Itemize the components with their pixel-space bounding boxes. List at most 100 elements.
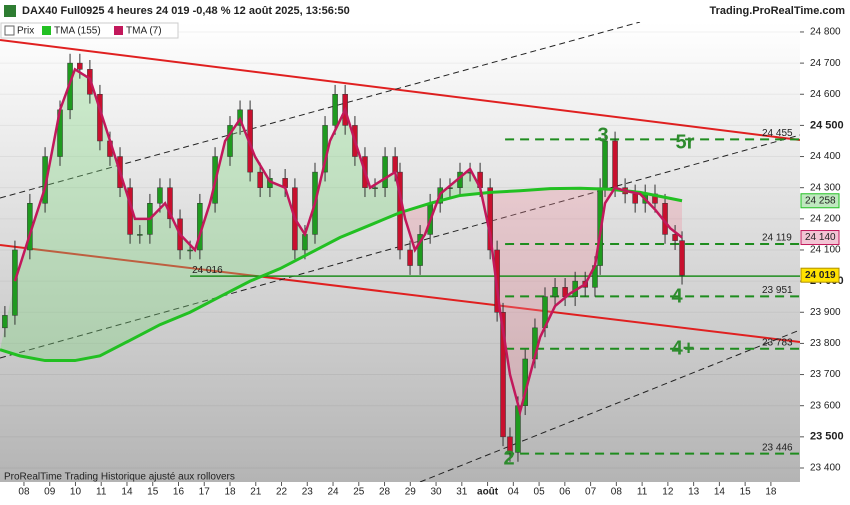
x-tick-label: 11 <box>96 487 107 498</box>
candle-body <box>157 187 163 204</box>
x-tick-label: 31 <box>456 487 468 498</box>
legend-swatch <box>42 26 51 35</box>
x-tick-label: 21 <box>250 487 262 498</box>
candle-body <box>12 249 18 316</box>
candle-body <box>552 287 558 297</box>
channel-line <box>0 22 641 199</box>
level-label: 23 783 <box>762 337 793 348</box>
level-label: 23 446 <box>762 442 793 453</box>
x-tick-label: 08 <box>611 487 623 498</box>
y-tick-label: 24 500 <box>810 119 844 131</box>
candle-body <box>332 94 338 126</box>
legend-swatch <box>114 26 123 35</box>
candle-body <box>167 187 173 220</box>
x-tick-label: 25 <box>353 487 365 498</box>
x-tick-label: août <box>477 487 499 498</box>
legend-swatch <box>4 25 15 36</box>
x-tick-label: 14 <box>121 487 133 498</box>
x-tick-label: 16 <box>173 487 185 498</box>
x-tick-label: 24 <box>327 487 339 498</box>
x-tick-label: 10 <box>70 487 82 498</box>
x-tick-label: 09 <box>44 487 56 498</box>
x-tick-label: 28 <box>379 487 391 498</box>
bottom-axis <box>0 482 850 500</box>
x-tick-label: 30 <box>430 487 442 498</box>
tma-line <box>0 186 683 363</box>
y-tick-label: 23 500 <box>810 431 844 443</box>
y-tick-label: 23 700 <box>810 369 841 380</box>
level-label: 24 119 <box>762 233 792 244</box>
legend-label: TMA (155) <box>54 26 101 37</box>
y-tick-label: 24 300 <box>810 182 841 193</box>
candle-body <box>679 240 685 276</box>
x-tick-label: 06 <box>559 487 571 498</box>
y-tick-label: 24 100 <box>810 245 841 256</box>
wave-annotation: 2 <box>503 447 514 469</box>
x-tick-label: 29 <box>405 487 417 498</box>
x-tick-label: 15 <box>147 487 159 498</box>
header-title: DAX40 Full0925 4 heures 24 019 -0,48 % 1… <box>22 5 350 17</box>
wave-annotation: 4 <box>671 285 683 307</box>
header-bar <box>0 0 850 22</box>
trend-line <box>0 244 800 343</box>
header-site[interactable]: Trading.ProRealTime.com <box>709 5 845 17</box>
y-tick-label: 24 200 <box>810 213 841 224</box>
last-value-label: 24 140 <box>805 232 836 243</box>
tma-line <box>13 67 683 417</box>
level-label: 24 016 <box>192 265 223 276</box>
y-tick-label: 24 700 <box>810 58 841 69</box>
candle-body <box>187 249 193 252</box>
x-tick-label: 11 <box>637 487 648 498</box>
y-tick-label: 24 400 <box>810 151 841 162</box>
last-price-box <box>800 267 840 283</box>
candle-body <box>257 171 263 188</box>
candle-body <box>507 436 513 453</box>
footer-note: ProRealTime Trading Historique ajusté au… <box>4 472 235 483</box>
y-tick-label: 23 800 <box>810 338 841 349</box>
y-tick-label: 24 800 <box>810 27 841 38</box>
y-tick-label: 24 600 <box>810 89 841 100</box>
legend-items: Prix TMA (155) TMA (7) <box>4 25 162 37</box>
y-tick-label: 23 400 <box>810 463 841 474</box>
candle-body <box>227 125 233 157</box>
logo-icon <box>4 5 16 17</box>
x-tick-label: 13 <box>688 487 700 498</box>
level-label: 24 455 <box>762 128 793 139</box>
candle-body <box>137 234 143 236</box>
candle-body <box>417 234 423 266</box>
legend-label: Prix <box>17 26 34 37</box>
candle-body <box>672 234 678 241</box>
x-tick-label: 18 <box>224 487 236 498</box>
y-tick-label: 23 600 <box>810 400 841 411</box>
candle-body <box>392 156 398 173</box>
candle-body <box>2 315 8 329</box>
fill-area <box>0 188 683 412</box>
x-tick-label: 18 <box>765 487 777 498</box>
x-tick-label: 12 <box>662 487 674 498</box>
candle-body <box>632 193 638 204</box>
last-price-label: 24 019 <box>805 270 836 281</box>
wave-annotation: 4+ <box>672 337 695 359</box>
candle-body <box>500 312 506 438</box>
last-value-box <box>800 230 840 246</box>
x-tick-label: 04 <box>508 487 520 498</box>
candle-body <box>372 187 378 189</box>
x-tick-label: 23 <box>302 487 314 498</box>
candle-body <box>77 62 83 70</box>
x-tick-label: 17 <box>199 487 211 498</box>
candle-body <box>302 234 308 251</box>
candle-body <box>612 140 618 188</box>
x-tick-label: 22 <box>276 487 288 498</box>
x-tick-label: 05 <box>534 487 546 498</box>
candle-body <box>382 156 388 188</box>
trend-line <box>0 39 800 141</box>
y-tick-label: 23 900 <box>810 307 841 318</box>
legend-label: TMA (7) <box>126 26 162 37</box>
level-label: 23 951 <box>762 285 793 296</box>
x-tick-label: 15 <box>740 487 752 498</box>
last-value-box <box>800 193 840 209</box>
candle-body <box>407 249 413 266</box>
candle-body <box>602 140 608 188</box>
